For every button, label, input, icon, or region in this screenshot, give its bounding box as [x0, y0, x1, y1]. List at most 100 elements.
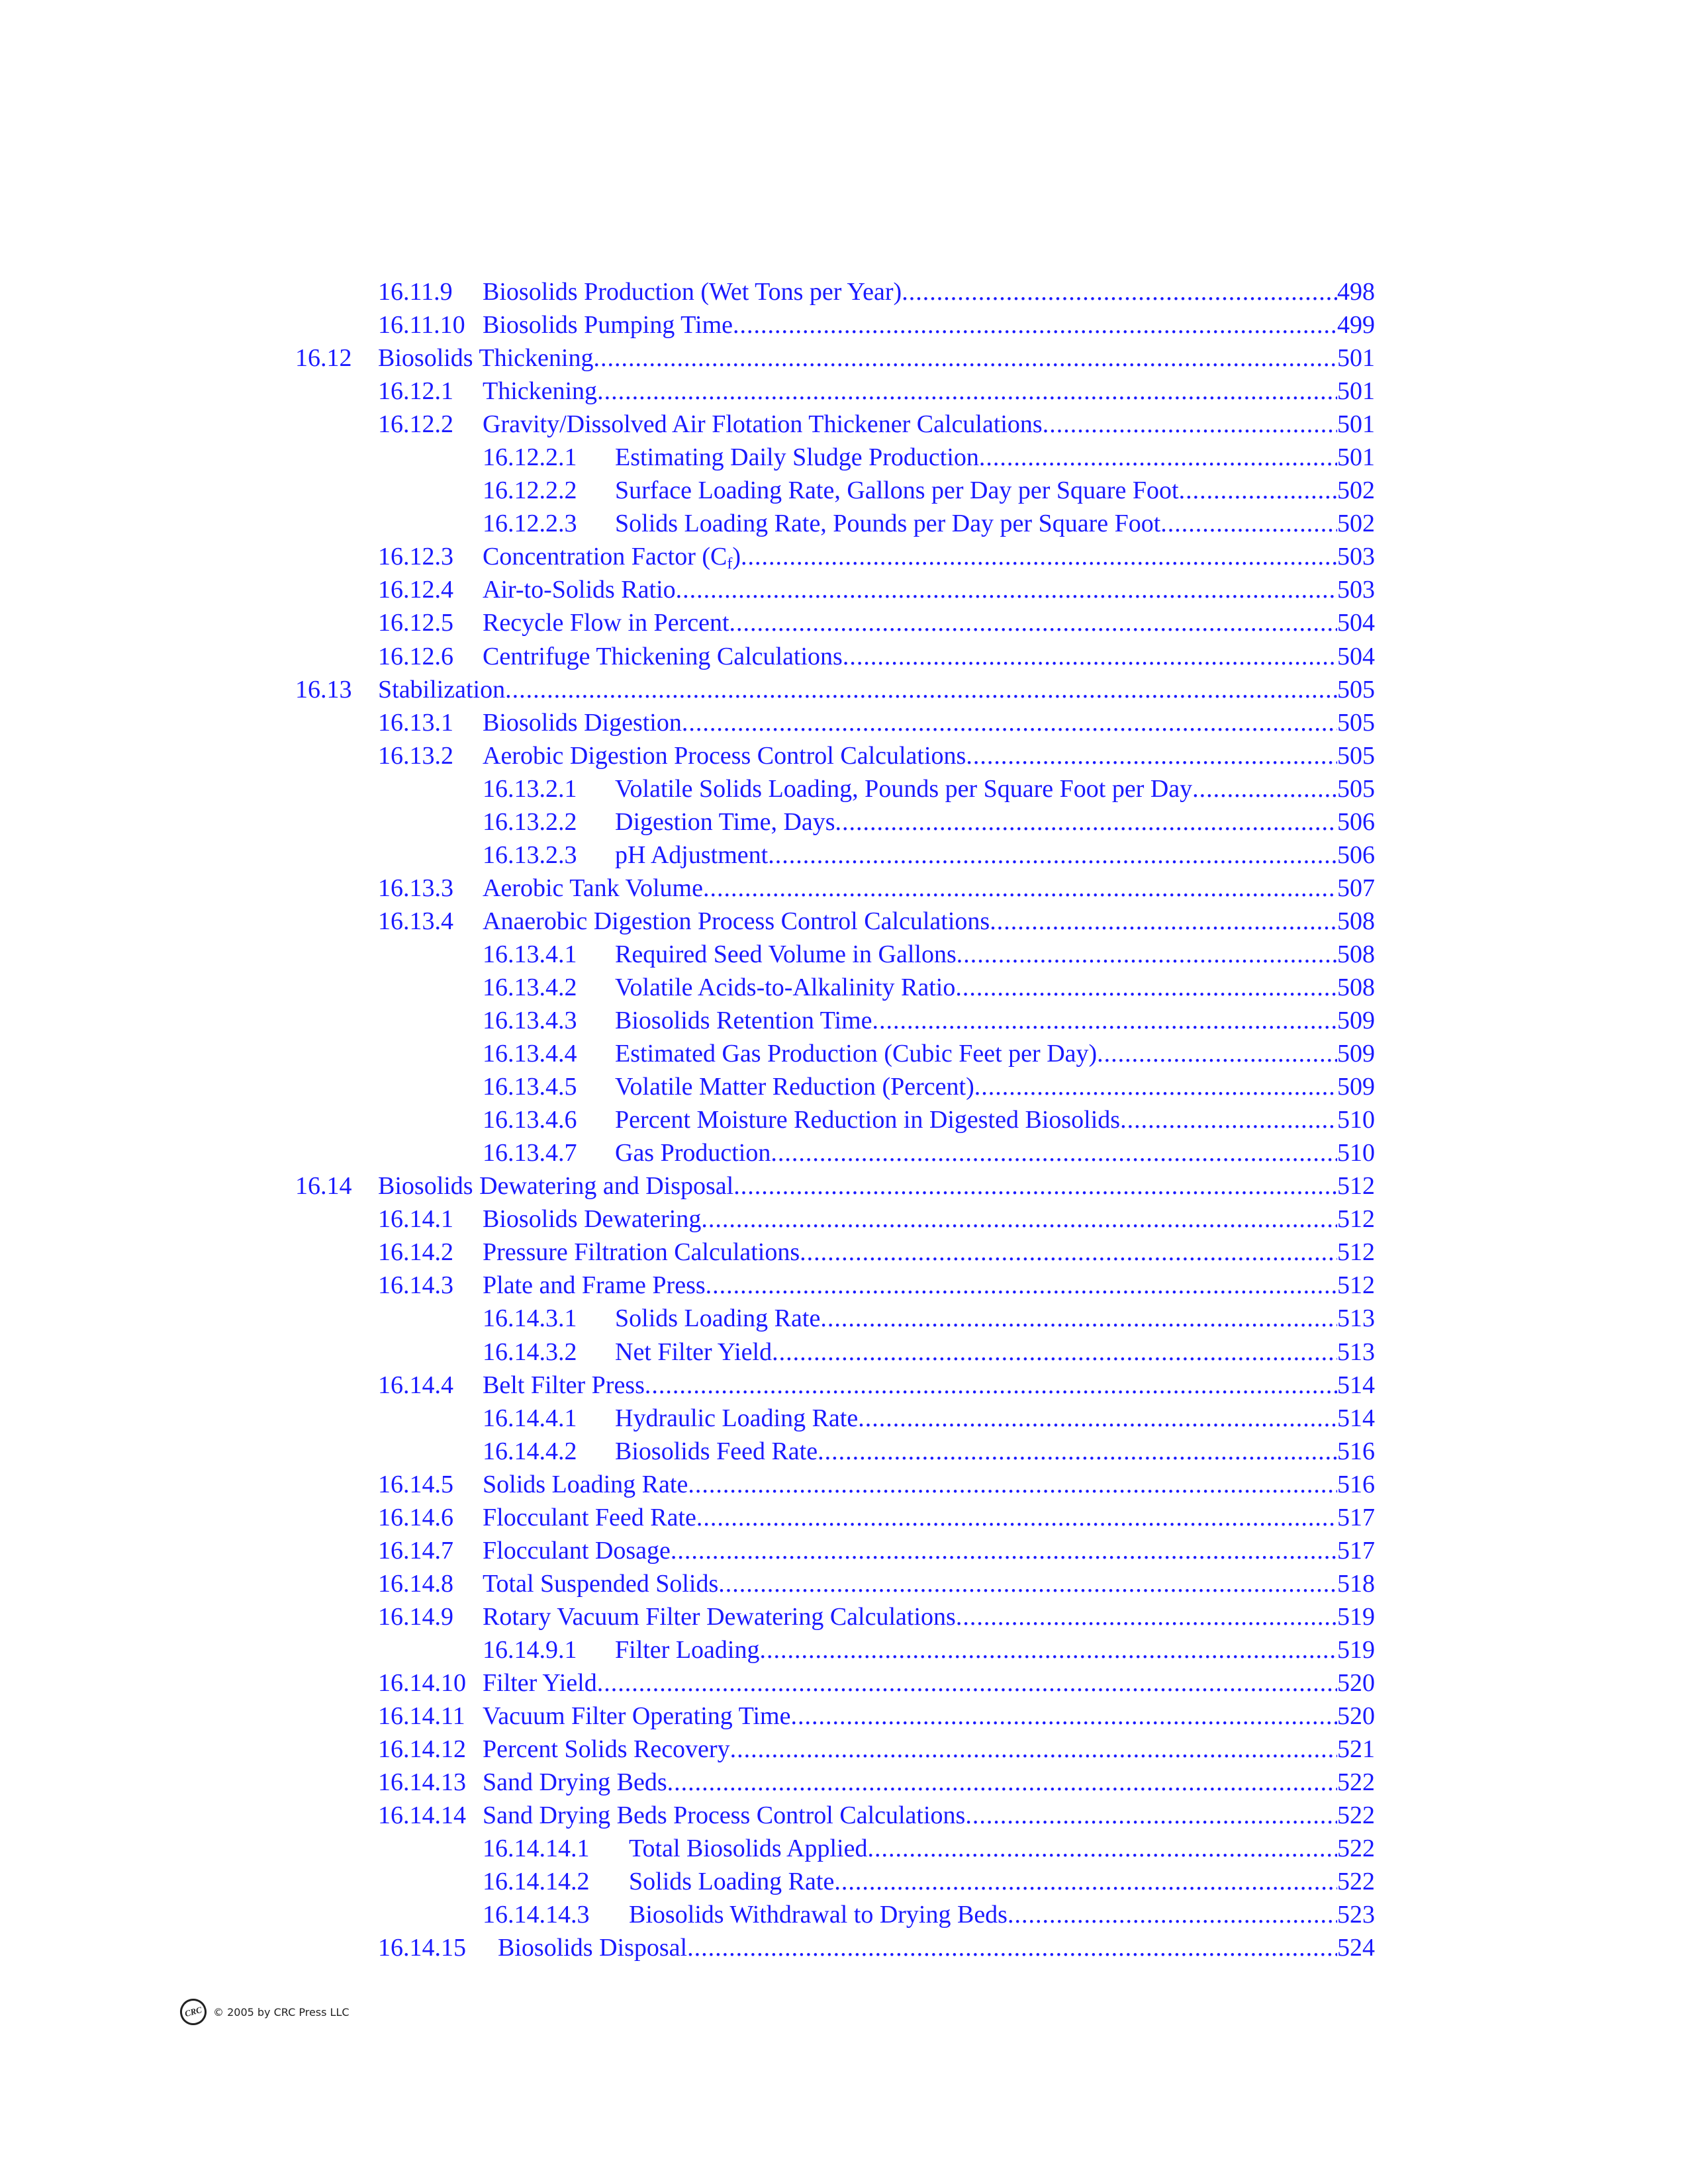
entry-page-number[interactable]: 509 — [1337, 1040, 1375, 1068]
toc-entry[interactable]: 16.14.3 Plate and Frame Press 512 — [0, 1269, 1688, 1302]
entry-page-number[interactable]: 518 — [1337, 1569, 1375, 1598]
entry-page-number[interactable]: 524 — [1337, 1934, 1375, 1962]
toc-entry[interactable]: 16.14.3.2 Net Filter Yield 513 — [0, 1336, 1688, 1369]
toc-entry[interactable]: 16.13.3 Aerobic Tank Volume 507 — [0, 872, 1688, 905]
toc-entry[interactable]: 16.14.14 Sand Drying Beds Process Control… — [0, 1799, 1688, 1832]
entry-page-number[interactable]: 498 — [1337, 278, 1375, 306]
toc-entry[interactable]: 16.12.2.1 Estimating Daily Sludge Product… — [0, 441, 1688, 474]
entry-title[interactable]: Rotary Vacuum Filter Dewatering Calculat… — [483, 1600, 956, 1633]
entry-page-number[interactable]: 499 — [1337, 311, 1375, 340]
toc-entry[interactable]: 16.13 Stabilization 505 — [0, 673, 1688, 706]
toc-entry[interactable]: 16.14.5 Solids Loading Rate 516 — [0, 1468, 1688, 1501]
toc-entry[interactable]: 16.12.2 Gravity/Dissolved Air Flotation T… — [0, 408, 1688, 441]
entry-page-number[interactable]: 506 — [1337, 841, 1375, 869]
entry-page-number[interactable]: 510 — [1337, 1106, 1375, 1134]
entry-page-number[interactable]: 501 — [1337, 377, 1375, 406]
entry-page-number[interactable]: 519 — [1337, 1602, 1375, 1631]
toc-entry[interactable]: 16.14.13 Sand Drying Beds 522 — [0, 1766, 1688, 1799]
entry-title[interactable]: Total Biosolids Applied — [629, 1832, 867, 1865]
toc-entry[interactable]: 16.13.2.2 Digestion Time, Days 506 — [0, 805, 1688, 839]
entry-page-number[interactable]: 508 — [1337, 973, 1375, 1001]
entry-title[interactable]: Filter Loading — [615, 1633, 759, 1666]
toc-entry[interactable]: 16.14.11 Vacuum Filter Operating Time 520 — [0, 1700, 1688, 1733]
entry-page-number[interactable]: 509 — [1337, 1073, 1375, 1101]
entry-page-number[interactable]: 505 — [1337, 774, 1375, 803]
toc-entry[interactable]: 16.13.1 Biosolids Digestion 505 — [0, 706, 1688, 739]
entry-title[interactable]: Percent Moisture Reduction in Digested B… — [615, 1103, 1120, 1136]
entry-title[interactable]: Digestion Time, Days — [615, 805, 835, 839]
entry-title[interactable]: Solids Loading Rate — [629, 1865, 834, 1898]
entry-page-number[interactable]: 505 — [1337, 741, 1375, 770]
entry-title[interactable]: Stabilization — [378, 673, 505, 706]
entry-title[interactable]: Thickening — [483, 375, 597, 408]
entry-title[interactable]: Biosolids Digestion — [483, 706, 682, 739]
entry-title[interactable]: Solids Loading Rate — [483, 1468, 688, 1501]
entry-page-number[interactable]: 512 — [1337, 1238, 1375, 1267]
entry-page-number[interactable]: 522 — [1337, 1768, 1375, 1797]
entry-title[interactable]: Estimated Gas Production (Cubic Feet per… — [615, 1037, 1097, 1070]
entry-page-number[interactable]: 522 — [1337, 1868, 1375, 1896]
entry-page-number[interactable]: 522 — [1337, 1835, 1375, 1863]
entry-title[interactable]: Biosolids Feed Rate — [615, 1435, 818, 1468]
entry-page-number[interactable]: 506 — [1337, 807, 1375, 836]
toc-entry[interactable]: 16.14.15 Biosolids Disposal 524 — [0, 1931, 1688, 1964]
entry-title[interactable]: Pressure Filtration Calculations — [483, 1236, 800, 1269]
entry-title[interactable]: Biosolids Thickening — [378, 341, 593, 375]
entry-title[interactable]: Sand Drying Beds Process Control Calcula… — [483, 1799, 965, 1832]
entry-title[interactable]: Biosolids Production (Wet Tons per Year) — [483, 275, 902, 308]
entry-title[interactable]: Solids Loading Rate, Pounds per Day per … — [615, 507, 1160, 540]
entry-title[interactable]: Gas Production — [615, 1136, 771, 1169]
toc-entry[interactable]: 16.14.6 Flocculant Feed Rate 517 — [0, 1501, 1688, 1534]
toc-entry[interactable]: 16.13.4.4 Estimated Gas Production (Cubic… — [0, 1037, 1688, 1070]
entry-page-number[interactable]: 505 — [1337, 675, 1375, 704]
toc-entry[interactable]: 16.14.1 Biosolids Dewatering 512 — [0, 1203, 1688, 1236]
entry-title[interactable]: Required Seed Volume in Gallons — [615, 938, 957, 971]
entry-title[interactable]: Filter Yield — [483, 1666, 597, 1700]
toc-entry[interactable]: 16.11.9 Biosolids Production (Wet Tons pe… — [0, 275, 1688, 308]
entry-title[interactable]: Surface Loading Rate, Gallons per Day pe… — [615, 474, 1179, 507]
entry-title[interactable]: Estimating Daily Sludge Production — [615, 441, 979, 474]
entry-title[interactable]: Belt Filter Press — [483, 1369, 645, 1402]
toc-entry[interactable]: 16.14 Biosolids Dewatering and Disposal 51… — [0, 1169, 1688, 1203]
entry-title[interactable]: Biosolids Withdrawal to Drying Beds — [629, 1898, 1008, 1931]
toc-entry[interactable]: 16.13.2 Aerobic Digestion Process Control… — [0, 739, 1688, 772]
entry-page-number[interactable]: 510 — [1337, 1139, 1375, 1167]
entry-title[interactable]: pH Adjustment — [615, 839, 768, 872]
entry-page-number[interactable]: 508 — [1337, 907, 1375, 935]
entry-page-number[interactable]: 501 — [1337, 344, 1375, 373]
toc-entry[interactable]: 16.13.4 Anaerobic Digestion Process Contr… — [0, 905, 1688, 938]
entry-title[interactable]: Volatile Matter Reduction (Percent) — [615, 1070, 974, 1103]
entry-title[interactable]: Flocculant Feed Rate — [483, 1501, 696, 1534]
entry-title[interactable]: Plate and Frame Press — [483, 1269, 706, 1302]
entry-title[interactable]: Sand Drying Beds — [483, 1766, 667, 1799]
entry-title[interactable]: Biosolids Pumping Time — [483, 308, 733, 341]
entry-title[interactable]: Total Suspended Solids — [483, 1567, 718, 1600]
entry-page-number[interactable]: 522 — [1337, 1801, 1375, 1830]
entry-title[interactable]: Biosolids Dewatering — [483, 1203, 701, 1236]
entry-title[interactable]: Aerobic Tank Volume — [483, 872, 703, 905]
entry-title[interactable]: Air-to-Solids Ratio — [483, 573, 676, 606]
toc-entry[interactable]: 16.13.4.7 Gas Production 510 — [0, 1136, 1688, 1169]
entry-page-number[interactable]: 514 — [1337, 1404, 1375, 1432]
toc-entry[interactable]: 16.14.2 Pressure Filtration Calculations 5… — [0, 1236, 1688, 1269]
entry-page-number[interactable]: 501 — [1337, 443, 1375, 472]
toc-entry[interactable]: 16.14.8 Total Suspended Solids 518 — [0, 1567, 1688, 1600]
entry-title[interactable]: Net Filter Yield — [615, 1336, 772, 1369]
entry-page-number[interactable]: 516 — [1337, 1437, 1375, 1465]
entry-title[interactable]: Anaerobic Digestion Process Control Calc… — [483, 905, 990, 938]
entry-title[interactable]: Biosolids Retention Time — [615, 1004, 872, 1037]
entry-title[interactable]: Vacuum Filter Operating Time — [483, 1700, 790, 1733]
entry-title[interactable]: Aerobic Digestion Process Control Calcul… — [483, 739, 966, 772]
entry-page-number[interactable]: 514 — [1337, 1371, 1375, 1399]
entry-title[interactable]: Solids Loading Rate — [615, 1302, 820, 1335]
entry-page-number[interactable]: 521 — [1337, 1735, 1375, 1764]
toc-entry[interactable]: 16.11.10 Biosolids Pumping Time 499 — [0, 308, 1688, 341]
entry-title[interactable]: Biosolids Disposal — [498, 1931, 687, 1964]
entry-title[interactable]: Volatile Solids Loading, Pounds per Squa… — [615, 772, 1192, 805]
entry-title[interactable]: Percent Solids Recovery — [483, 1733, 730, 1766]
entry-page-number[interactable]: 502 — [1337, 510, 1375, 538]
toc-entry[interactable]: 16.14.9.1 Filter Loading 519 — [0, 1633, 1688, 1666]
entry-page-number[interactable]: 512 — [1337, 1205, 1375, 1234]
entry-page-number[interactable]: 523 — [1337, 1901, 1375, 1929]
entry-title[interactable]: Hydraulic Loading Rate — [615, 1402, 858, 1435]
